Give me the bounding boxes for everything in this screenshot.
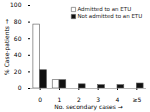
svg-text:100: 100 [10,1,22,8]
svg-text:% Case-patients →: % Case-patients → [3,19,11,75]
svg-text:Not admitted to an ETU: Not admitted to an ETU [77,13,142,19]
svg-text:1: 1 [57,95,62,103]
svg-text:60: 60 [14,35,22,42]
svg-text:0: 0 [38,96,42,103]
svg-text:2: 2 [76,95,81,103]
svg-text:3: 3 [96,95,101,103]
svg-text:No. secondary cases →: No. secondary cases → [54,103,123,111]
svg-text:40: 40 [14,51,22,58]
svg-text:0: 0 [18,84,22,91]
svg-text:4: 4 [115,95,120,103]
svg-text:20: 20 [14,68,22,75]
svg-text:Admitted to an ETU: Admitted to an ETU [77,6,131,12]
svg-text:80: 80 [14,18,22,25]
svg-text:≥5: ≥5 [132,96,141,103]
